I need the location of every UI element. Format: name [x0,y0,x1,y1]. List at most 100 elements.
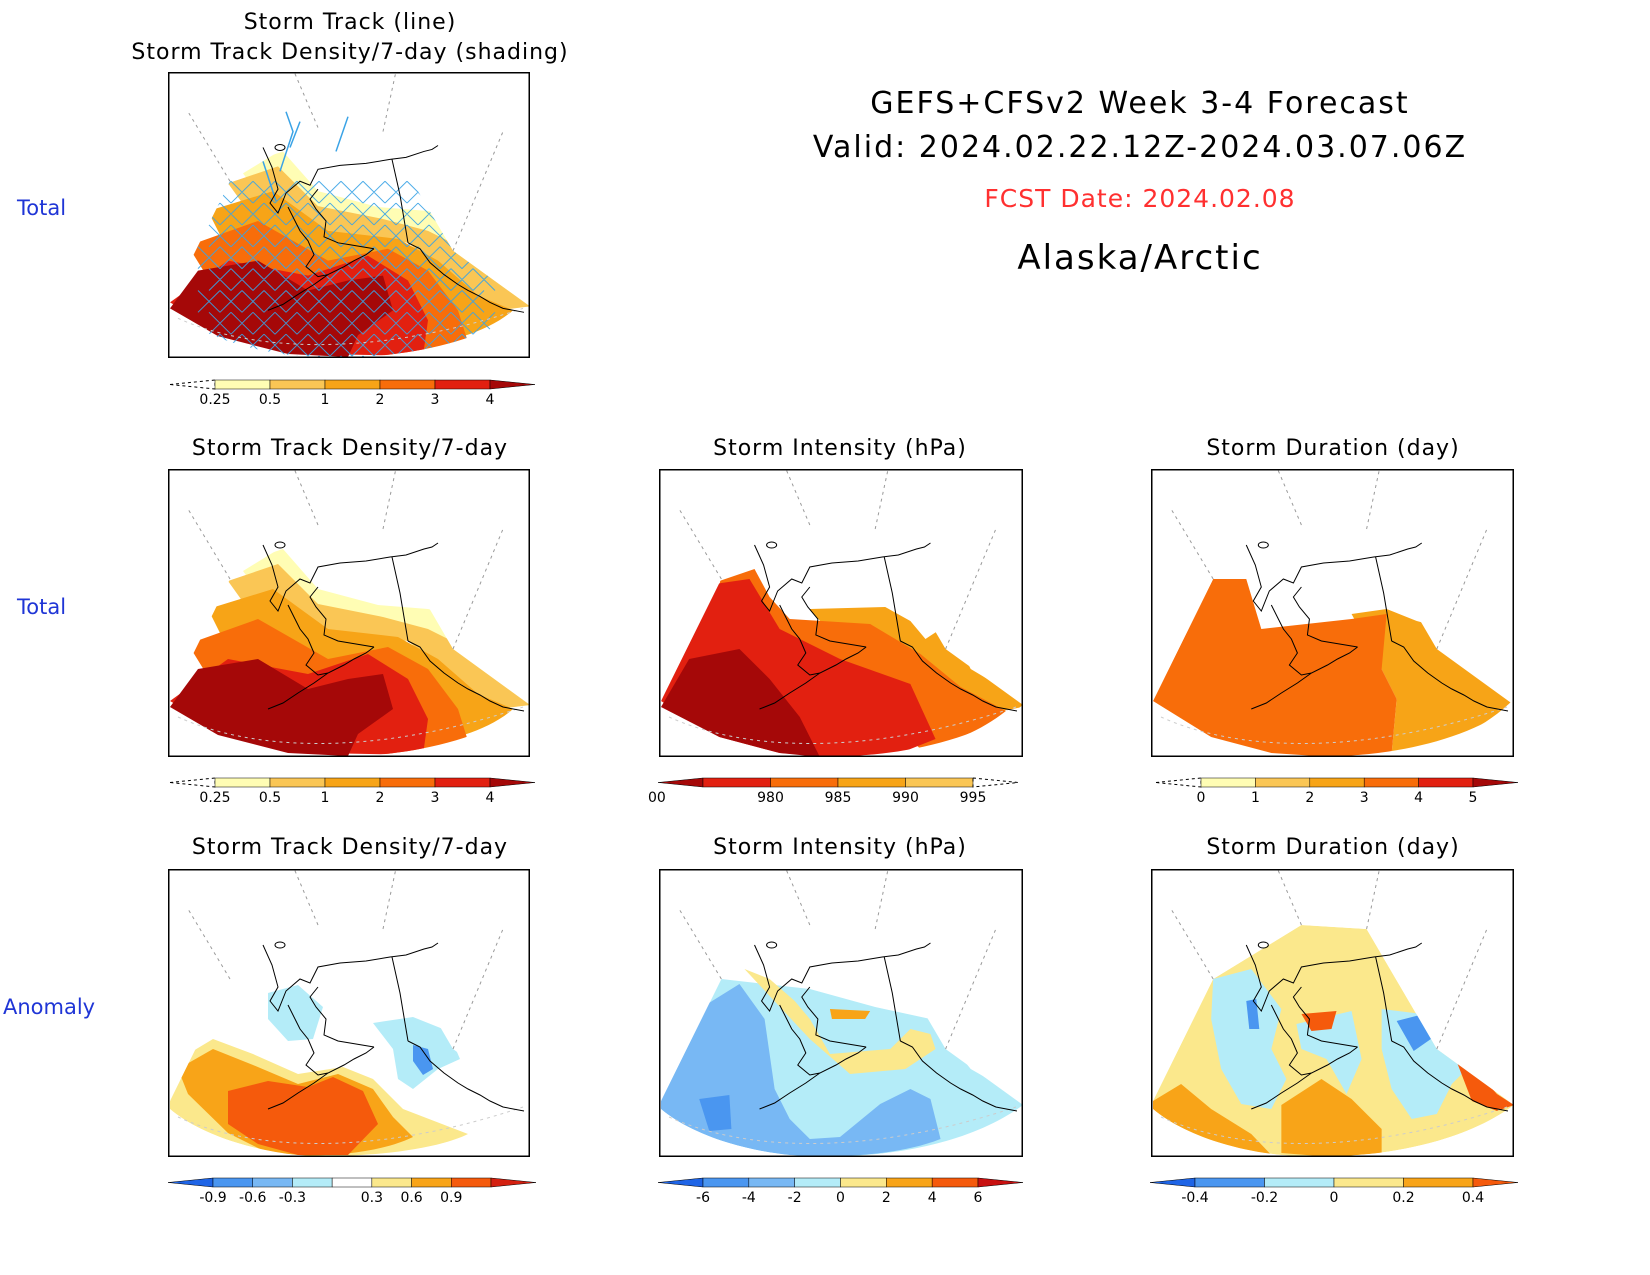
map-frame [659,469,1023,757]
map-intensity [659,469,1023,757]
colorbar-open-end [169,379,216,390]
map-duration-anom [1151,869,1514,1157]
island-outline [1257,941,1269,949]
shaded-field [1153,579,1514,757]
map-layer [659,869,1023,1157]
meridian-1 [874,869,889,930]
colorbar-swatch-3 [1403,1177,1474,1188]
colorbar-intensity-anom: -6 -4 -2 0 2 4 6 [657,1177,1024,1206]
coastline [262,942,525,1112]
colorbar-swatch-0 [214,379,271,390]
meridian-2 [945,928,997,1050]
graticule [668,469,1017,744]
colorbar-swatch-2 [1309,777,1365,788]
meridian-1 [382,869,397,930]
colorbar-tick-label: 2 [376,392,385,408]
colorbar-tick-label: 0 [1330,1190,1339,1206]
field-contour-2 [829,1009,871,1019]
colorbar-tick-label: 0.4 [1462,1190,1484,1206]
colorbar-open-end [169,777,216,788]
colorbar-tick-label: 1 [1251,790,1260,806]
colorbar-swatch-5 [411,1177,452,1188]
colorbar-swatch-3 [905,777,974,788]
field-contour-4 [228,1077,378,1155]
shaded-field [170,985,468,1156]
field-contour-2 [1153,1079,1382,1157]
colorbar-tick-label: 2 [1305,790,1314,806]
shaded-field [1153,925,1514,1157]
colorbar-swatch-1 [1255,777,1311,788]
field-contour-3 [661,649,820,757]
map-layer [659,469,1023,757]
meridian-1 [874,469,889,530]
map-intensity-anom [659,869,1023,1157]
colorbar-tick-label: -0.2 [1251,1190,1278,1206]
colorbar-tick-label: 990 [892,790,919,806]
meridian-0 [293,469,319,526]
map-layer [168,469,530,757]
meridian-1 [382,469,397,530]
colorbar-swatch-1 [252,1177,293,1188]
meridian-0 [293,72,319,128]
colorbar-tick-label: 0 [836,1190,845,1206]
colorbar-swatch-6 [451,1177,492,1188]
colorbar-tick-label: 5 [1469,790,1478,806]
colorbar-tick-label: 980 [757,790,784,806]
shaded-field [170,151,530,358]
map-track [168,72,530,358]
meridian-3 [678,508,722,580]
map-frame [168,869,530,1157]
graticule [668,869,1017,1144]
meridian-3 [1170,508,1214,580]
row-label-1: Total [17,196,67,220]
colorbar-swatch-4 [886,1177,933,1188]
colorbar-swatch-1 [770,777,839,788]
island-outline [274,941,286,949]
colorbar-tick-label: 0.2 [1392,1190,1414,1206]
colorbar-swatch-0 [702,1177,750,1188]
map-layer [1151,469,1514,757]
field-contour-4 [1246,999,1434,1051]
colorbar-swatch-2 [837,777,906,788]
colorbar-swatch-3 [379,379,436,390]
panel-title-duration: Storm Duration (day) [1206,436,1460,461]
colorbar-swatch-1 [1264,1177,1335,1188]
row-label-3: Anomaly [3,995,96,1019]
shaded-field [661,969,1023,1157]
map-layer [168,869,530,1157]
island-outline [274,143,286,151]
meridian-1 [382,72,397,132]
panel-title-track-2: Storm Track Density/7-day (shading) [131,40,569,65]
coastline [754,542,1018,712]
meridian-0 [785,869,811,926]
colorbar-tick-label: -6 [696,1190,710,1206]
colorbar-swatch-1 [748,1177,795,1188]
colorbar-swatch-0 [702,777,771,788]
colorbar-tick-label: 4 [486,392,495,408]
colorbar-swatch-1 [269,379,326,390]
colorbar-swatch-3 [331,1177,373,1188]
colorbar-tick-label: 3 [431,790,440,806]
graticule [1160,469,1508,744]
colorbar-tick-label: 2 [376,790,385,806]
graticule [177,469,524,744]
field-contour-1 [1153,579,1397,757]
field-contour-3 [661,984,941,1157]
colorbar-tick-label: 0.25 [199,790,230,806]
header-valid: Valid: 2024.02.22.12Z-2024.03.07.06Z [812,130,1468,165]
island-outline [766,541,778,549]
colorbar-end-high [489,777,536,788]
coastline [1245,542,1509,712]
field-contour-4 [699,1095,732,1131]
colorbar-duration-anom: -0.4 -0.2 0 0.2 0.4 [1149,1177,1519,1206]
colorbar-swatch-4 [434,379,491,390]
colorbar-tick-label: -2 [788,1190,802,1206]
field-contour-0 [268,985,460,1089]
colorbar-tick-label: 6 [974,1190,983,1206]
field-contour-3 [1301,1011,1514,1111]
colorbar-tick-label: 3 [431,392,440,408]
colorbar-track: 0.25 0.5 1 2 3 4 [169,379,536,408]
map-frame [168,72,530,358]
colorbar-tick-label: 0.5 [259,392,281,408]
colorbar-swatch-2 [794,1177,841,1188]
